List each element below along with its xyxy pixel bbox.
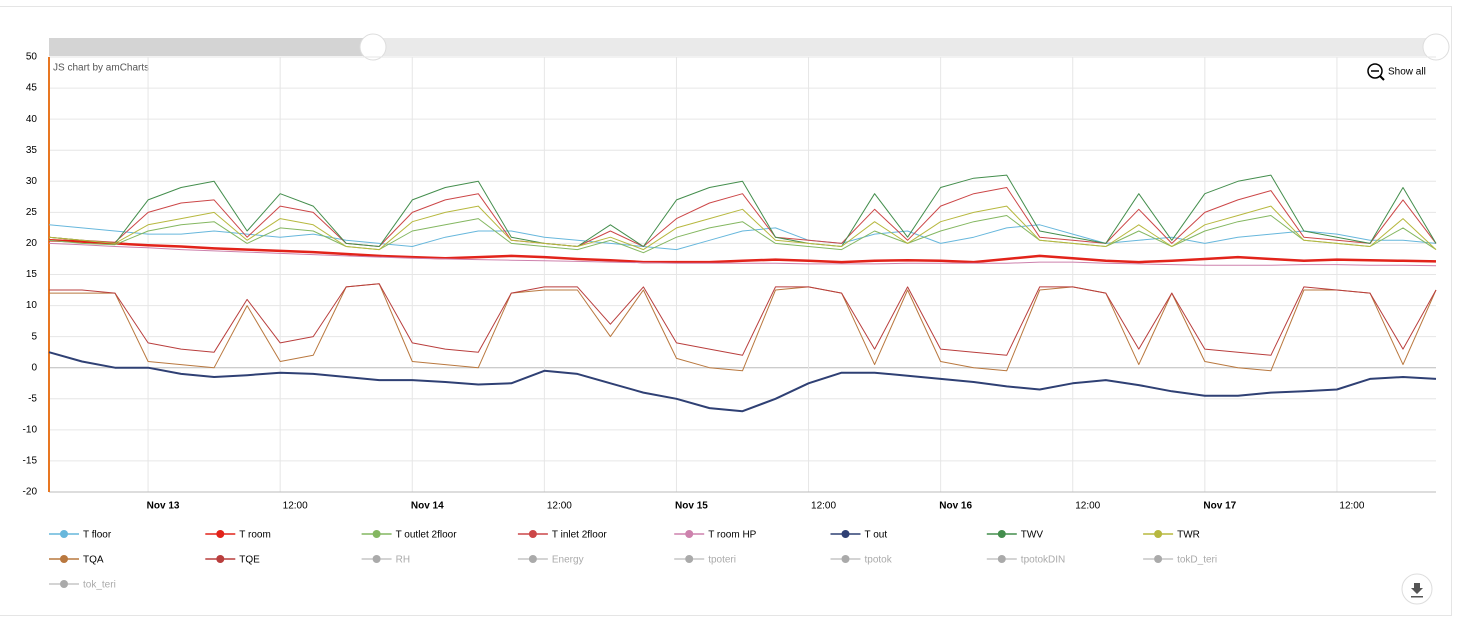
legend-item[interactable]: tpotokDIN xyxy=(986,555,1065,566)
legend-item[interactable]: TWR xyxy=(1143,530,1200,541)
show-all-label: Show all xyxy=(1388,67,1426,78)
credit: JS chart by amCharts xyxy=(53,63,149,74)
x-tick-label: Nov 15 xyxy=(675,501,708,512)
legend-marker xyxy=(372,530,381,538)
legend-marker xyxy=(528,555,537,563)
legend-label: T out xyxy=(865,530,888,541)
legend-item[interactable]: tpotok xyxy=(830,555,893,566)
series-line xyxy=(49,283,1437,356)
legend-marker xyxy=(60,580,68,588)
legend-label: tpotok xyxy=(865,555,893,566)
legend-label: T room HP xyxy=(708,530,756,541)
y-tick-label: -15 xyxy=(23,456,38,467)
legend-marker xyxy=(1154,530,1163,538)
legend-item[interactable]: TQA xyxy=(49,555,104,566)
legend-marker xyxy=(528,530,537,538)
series-line xyxy=(48,187,1437,247)
y-tick-label: -5 xyxy=(28,393,37,404)
legend-marker xyxy=(841,530,850,538)
y-tick-label: -10 xyxy=(23,424,38,435)
x-tick-label: 12:00 xyxy=(811,501,836,512)
legend-label: TQA xyxy=(83,555,104,566)
legend-marker xyxy=(60,555,68,563)
legend-item[interactable]: T room xyxy=(205,530,271,541)
legend-label: RH xyxy=(396,555,410,566)
legend-item[interactable]: T outlet 2floor xyxy=(361,530,458,541)
legend-item[interactable]: tokD_teri xyxy=(1143,555,1217,566)
y-tick-label: 45 xyxy=(26,83,38,94)
legend-marker xyxy=(685,555,694,563)
card xyxy=(0,6,1452,616)
legend-marker xyxy=(1154,555,1163,563)
legend-item[interactable]: T floor xyxy=(49,530,112,541)
legend-item[interactable]: T out xyxy=(830,530,888,541)
legend-marker xyxy=(216,530,225,538)
legend-item[interactable]: Energy xyxy=(517,555,584,566)
y-tick-label: 10 xyxy=(26,300,38,311)
show-all-button[interactable]: Show all xyxy=(1367,63,1426,81)
legend-label: TWR xyxy=(1177,530,1200,541)
scrollbar-grip[interactable] xyxy=(1422,33,1450,61)
y-tick-label: 50 xyxy=(26,52,38,63)
legend-label: Energy xyxy=(552,555,584,566)
legend-item[interactable]: tok_teri xyxy=(49,580,116,591)
legend-marker xyxy=(997,530,1006,538)
x-tick-label: 12:00 xyxy=(1075,501,1100,512)
y-tick-label: 35 xyxy=(26,145,38,156)
y-tick-label: 20 xyxy=(26,238,38,249)
legend-label: tok_teri xyxy=(83,580,116,591)
y-tick-label: 25 xyxy=(26,207,38,218)
series-line xyxy=(48,239,1437,264)
y-tick-label: 30 xyxy=(26,176,38,187)
legend-marker xyxy=(997,555,1006,563)
legend-item[interactable]: tpoteri xyxy=(674,555,736,566)
series-line xyxy=(48,174,1437,247)
legend-label: T room xyxy=(239,530,270,541)
legend-item[interactable]: RH xyxy=(361,555,410,566)
x-tick-label: 12:00 xyxy=(283,501,308,512)
legend-label: T floor xyxy=(83,530,112,541)
y-tick-label: 5 xyxy=(31,331,37,342)
legend-marker xyxy=(60,530,68,538)
legend-label: T inlet 2floor xyxy=(552,530,608,541)
series-line xyxy=(48,224,1437,251)
legend-label: tpoteri xyxy=(708,555,736,566)
series-line xyxy=(48,242,1437,267)
scrollbar-grip[interactable] xyxy=(359,33,387,61)
x-tick-label: Nov 17 xyxy=(1203,501,1236,512)
legend-item[interactable]: T inlet 2floor xyxy=(517,530,608,541)
legend-marker xyxy=(685,530,694,538)
series-line xyxy=(49,283,1437,372)
legend-label: T outlet 2floor xyxy=(396,530,458,541)
legend-label: TWV xyxy=(1021,530,1044,541)
legend-label: tokD_teri xyxy=(1177,555,1217,566)
x-tick-label: Nov 16 xyxy=(939,501,972,512)
x-tick-label: Nov 14 xyxy=(411,501,444,512)
series-line xyxy=(48,351,1437,413)
series-line xyxy=(48,215,1437,254)
y-tick-label: -20 xyxy=(23,487,38,498)
legend-marker xyxy=(372,555,381,563)
legend-item[interactable]: TWV xyxy=(986,530,1044,541)
y-tick-label: 40 xyxy=(26,114,38,125)
y-tick-label: 0 xyxy=(31,362,37,373)
series-line xyxy=(48,205,1437,251)
legend-label: TQE xyxy=(239,555,260,566)
x-tick-label: 12:00 xyxy=(547,501,572,512)
x-tick-label: 12:00 xyxy=(1339,501,1364,512)
scrollbar-unselected xyxy=(49,38,373,56)
legend-marker xyxy=(841,555,850,563)
legend-marker xyxy=(216,555,225,563)
scrollbar-track[interactable] xyxy=(49,38,1441,56)
legend-label: tpotokDIN xyxy=(1021,555,1065,566)
legend-item[interactable]: TQE xyxy=(205,555,260,566)
legend-item[interactable]: T room HP xyxy=(674,530,757,541)
x-tick-label: Nov 13 xyxy=(147,501,180,512)
y-tick-label: 15 xyxy=(26,269,38,280)
download-button[interactable] xyxy=(1401,573,1433,605)
